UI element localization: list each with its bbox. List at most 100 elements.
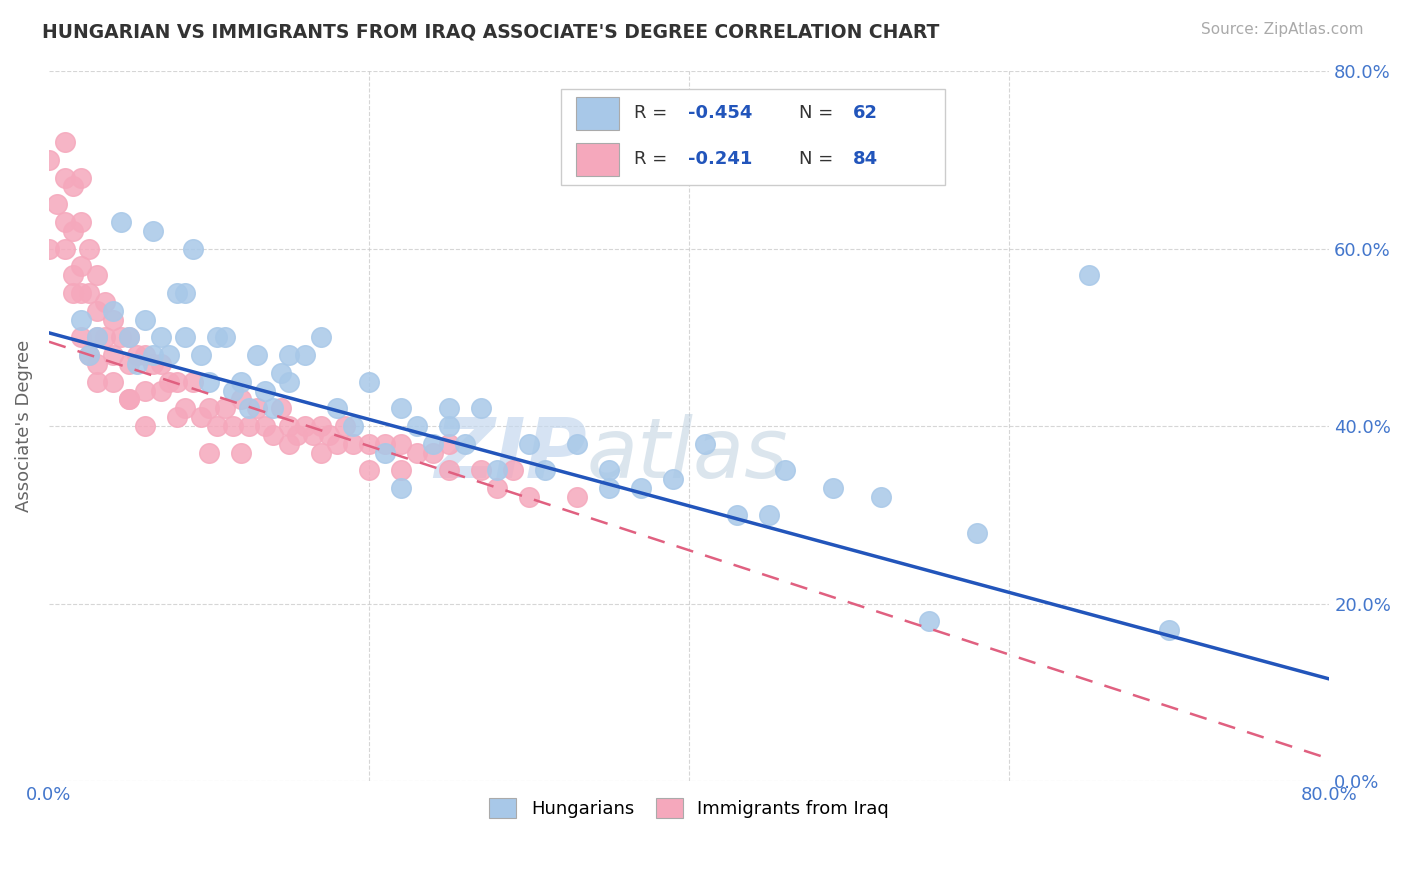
Point: [70, 285, 93, 300]
Point: [53, 135, 76, 149]
Point: [326, 437, 349, 451]
Point: [134, 312, 156, 326]
Point: [125, 348, 148, 362]
Point: [174, 285, 197, 300]
Text: atlas: atlas: [586, 414, 789, 495]
Point: [1078, 268, 1101, 282]
Point: [422, 445, 444, 459]
Point: [190, 348, 212, 362]
Point: [470, 463, 492, 477]
Point: [662, 472, 685, 486]
Point: [823, 481, 845, 495]
Point: [77, 46, 100, 61]
Point: [150, 357, 173, 371]
Point: [86, 330, 108, 344]
Point: [630, 481, 652, 495]
Point: [70, 330, 93, 344]
Point: [222, 384, 245, 398]
Point: [70, 260, 93, 274]
Text: ZIP: ZIP: [434, 414, 586, 495]
Text: HUNGARIAN VS IMMIGRANTS FROM IRAQ ASSOCIATE'S DEGREE CORRELATION CHART: HUNGARIAN VS IMMIGRANTS FROM IRAQ ASSOCI…: [42, 22, 939, 41]
Point: [270, 401, 292, 416]
Point: [246, 348, 269, 362]
Point: [454, 437, 477, 451]
Point: [118, 357, 141, 371]
Point: [437, 437, 460, 451]
Point: [101, 303, 124, 318]
Point: [101, 375, 124, 389]
Point: [205, 419, 228, 434]
Point: [406, 445, 429, 459]
Point: [318, 428, 340, 442]
Point: [101, 312, 124, 326]
Point: [262, 428, 284, 442]
Point: [389, 463, 412, 477]
Point: [166, 375, 188, 389]
Point: [966, 525, 988, 540]
Point: [190, 410, 212, 425]
Point: [695, 437, 717, 451]
Point: [486, 463, 509, 477]
Point: [333, 419, 356, 434]
Point: [517, 490, 540, 504]
Point: [470, 401, 492, 416]
Point: [38, 153, 60, 167]
Point: [174, 401, 197, 416]
Point: [62, 268, 84, 282]
Point: [357, 375, 380, 389]
Point: [278, 348, 301, 362]
Point: [134, 419, 156, 434]
Point: [118, 330, 141, 344]
Point: [53, 215, 76, 229]
Point: [437, 463, 460, 477]
Point: [62, 179, 84, 194]
Point: [110, 330, 132, 344]
Point: [205, 330, 228, 344]
Point: [870, 490, 893, 504]
Point: [142, 224, 165, 238]
Point: [285, 428, 308, 442]
Point: [517, 437, 540, 451]
Point: [53, 170, 76, 185]
Legend: Hungarians, Immigrants from Iraq: Hungarians, Immigrants from Iraq: [482, 791, 896, 825]
Point: [565, 437, 588, 451]
Point: [94, 330, 117, 344]
Point: [125, 357, 148, 371]
Point: [62, 285, 84, 300]
Point: [229, 445, 252, 459]
Point: [294, 419, 316, 434]
Point: [118, 330, 141, 344]
Point: [70, 215, 93, 229]
Point: [77, 242, 100, 256]
Point: [374, 437, 396, 451]
Point: [342, 419, 364, 434]
Point: [758, 508, 780, 522]
Point: [294, 348, 316, 362]
Point: [389, 437, 412, 451]
Point: [86, 268, 108, 282]
Point: [270, 366, 292, 380]
Point: [565, 490, 588, 504]
Point: [118, 392, 141, 407]
Point: [86, 357, 108, 371]
Point: [357, 437, 380, 451]
Point: [110, 215, 132, 229]
Point: [278, 375, 301, 389]
Point: [150, 330, 173, 344]
Point: [77, 348, 100, 362]
Point: [134, 384, 156, 398]
Point: [309, 330, 332, 344]
Point: [502, 463, 524, 477]
Point: [918, 614, 941, 628]
Point: [86, 375, 108, 389]
Point: [77, 285, 100, 300]
Point: [437, 419, 460, 434]
Point: [150, 384, 173, 398]
Text: Source: ZipAtlas.com: Source: ZipAtlas.com: [1201, 22, 1364, 37]
Point: [157, 375, 180, 389]
Point: [246, 401, 269, 416]
Point: [198, 445, 221, 459]
Point: [70, 170, 93, 185]
Point: [229, 375, 252, 389]
Point: [94, 294, 117, 309]
